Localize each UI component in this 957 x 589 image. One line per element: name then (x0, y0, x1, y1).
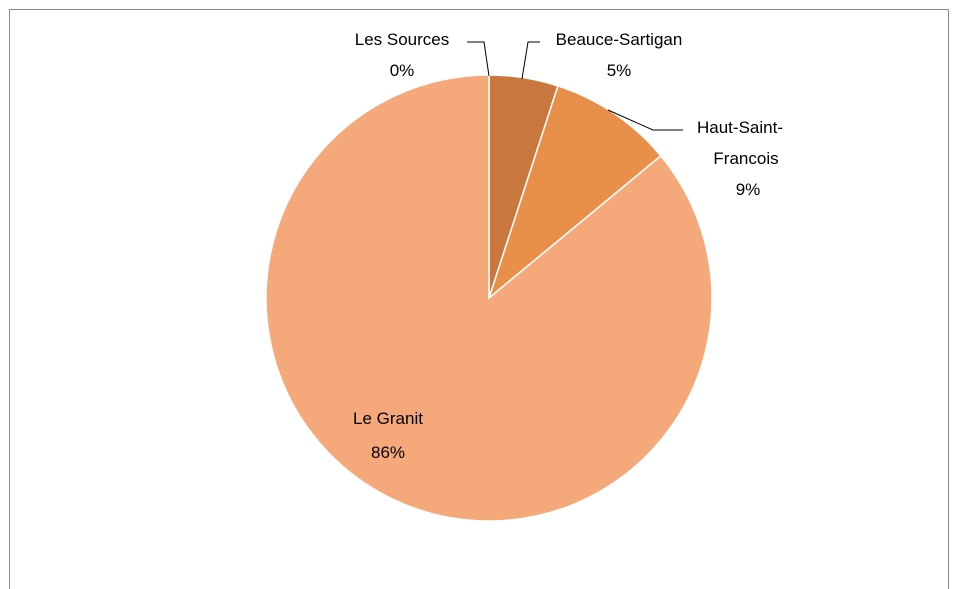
label-haut-saint-francois-name-line1: Haut-Saint- (697, 118, 783, 137)
pie-slices (265, 74, 713, 522)
leader-line-haut-saint-francois (607, 109, 683, 131)
label-haut-saint-francois-pct: 9% (736, 180, 761, 199)
label-beauce-sartigan-pct: 5% (607, 61, 632, 80)
label-les-sources-pct: 0% (390, 61, 415, 80)
leader-line-les-sources (467, 41, 490, 77)
label-les-sources-name: Les Sources (355, 30, 450, 49)
label-le-granit-pct: 86% (371, 443, 405, 462)
data-labels: Les Sources 0% Beauce-Sartigan 5% Haut-S… (353, 30, 783, 462)
label-haut-saint-francois-name-line2: Francois (713, 149, 778, 168)
pie-slice-le-granit (265, 74, 713, 522)
label-beauce-sartigan-name: Beauce-Sartigan (556, 30, 683, 49)
pie-slice-haut-saint-francois (487, 84, 662, 301)
leader-line-beauce-sartigan (521, 41, 540, 80)
label-le-granit-name: Le Granit (353, 409, 423, 428)
leader-lines (467, 41, 683, 131)
